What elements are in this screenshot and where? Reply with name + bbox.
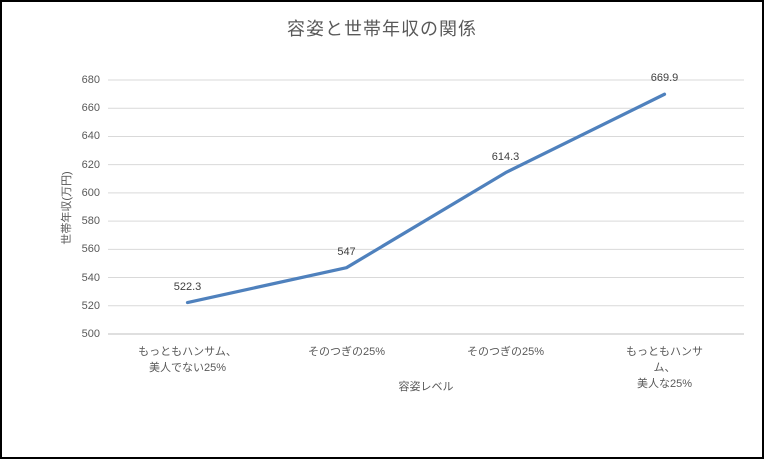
x-category-label: もっともハンサム、 美人な25% [626,346,703,390]
y-tick-label: 600 [81,186,100,199]
y-tick-label: 540 [81,271,100,284]
data-point-label: 522.3 [173,280,202,293]
series-line [185,92,667,305]
y-tick-label: 680 [81,74,100,86]
x-axis-title: 容姿レベル [398,381,454,393]
y-tick-label: 640 [81,130,100,143]
y-tick-label: 520 [81,299,100,312]
y-tick-label: 500 [81,328,100,340]
y-tick-label: 580 [81,215,100,228]
x-category-label: もっともハンサム、 美人でない25% [138,346,237,374]
y-tick-label: 560 [81,243,100,256]
data-point-label: 614.3 [491,150,520,163]
data-point-label: 669.9 [650,72,679,85]
chart-title: 容姿と世帯年収の関係 [287,19,477,39]
x-category-label: そのつぎの25% [307,346,386,358]
y-tick-label: 620 [81,158,100,171]
x-category-label: そのつぎの25% [466,346,545,358]
data-point-label: 547 [337,245,356,258]
y-tick-label: 660 [81,102,100,115]
